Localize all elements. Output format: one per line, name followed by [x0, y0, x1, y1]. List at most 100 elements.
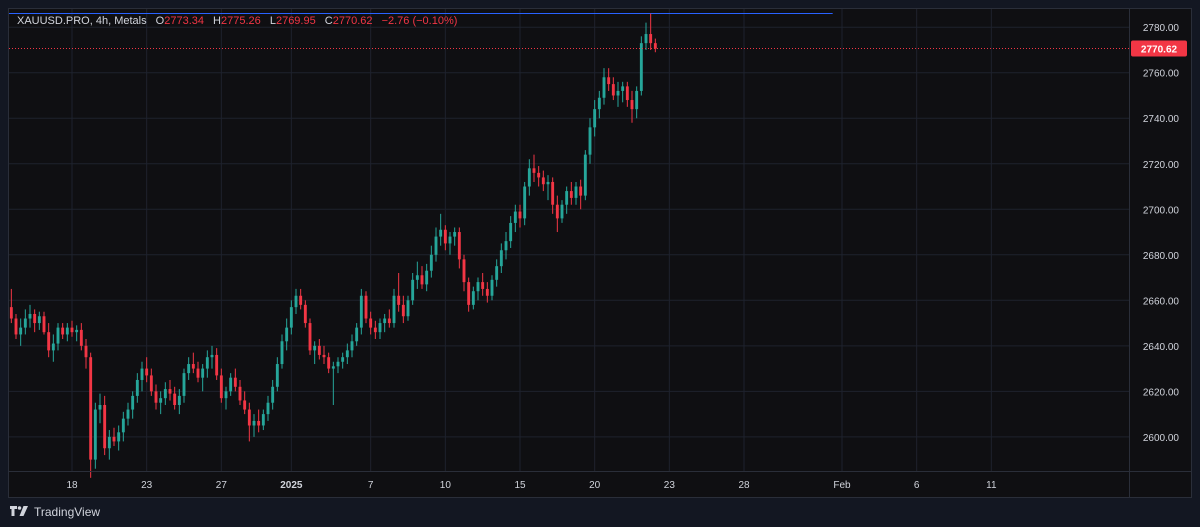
- tradingview-brand[interactable]: TradingView: [10, 505, 100, 519]
- candle[interactable]: [499, 243, 503, 273]
- candle[interactable]: [453, 227, 457, 246]
- candle[interactable]: [303, 300, 307, 328]
- candle[interactable]: [159, 391, 163, 415]
- candle[interactable]: [275, 357, 279, 392]
- candle[interactable]: [443, 225, 447, 251]
- candle[interactable]: [93, 402, 97, 469]
- candle[interactable]: [588, 118, 592, 164]
- candle[interactable]: [75, 325, 79, 342]
- candle[interactable]: [243, 391, 247, 415]
- candle[interactable]: [653, 38, 657, 53]
- candle[interactable]: [261, 409, 265, 431]
- candle[interactable]: [425, 263, 429, 292]
- candle[interactable]: [191, 352, 195, 374]
- candle[interactable]: [345, 343, 349, 365]
- candle[interactable]: [229, 373, 233, 396]
- candle[interactable]: [19, 318, 23, 346]
- candle[interactable]: [252, 414, 256, 437]
- candle[interactable]: [462, 254, 466, 292]
- candle[interactable]: [551, 177, 555, 214]
- candle[interactable]: [565, 186, 569, 214]
- candle[interactable]: [537, 166, 541, 187]
- candle[interactable]: [140, 361, 144, 392]
- candle[interactable]: [131, 391, 135, 419]
- candle[interactable]: [579, 179, 583, 210]
- candle[interactable]: [378, 318, 382, 339]
- candle[interactable]: [107, 430, 111, 460]
- candle[interactable]: [350, 334, 354, 358]
- candle[interactable]: [14, 313, 18, 339]
- candle[interactable]: [341, 352, 345, 369]
- candle[interactable]: [219, 368, 223, 403]
- candle[interactable]: [597, 90, 601, 119]
- candle[interactable]: [476, 277, 480, 301]
- candle[interactable]: [168, 379, 172, 401]
- candle[interactable]: [89, 352, 93, 478]
- candle[interactable]: [611, 77, 615, 101]
- candle[interactable]: [257, 409, 261, 433]
- candle[interactable]: [616, 81, 620, 107]
- candle[interactable]: [602, 68, 606, 105]
- candle[interactable]: [481, 273, 485, 296]
- candle[interactable]: [397, 273, 401, 312]
- candle[interactable]: [70, 320, 74, 337]
- candle[interactable]: [471, 286, 475, 310]
- candle[interactable]: [215, 348, 219, 380]
- candle[interactable]: [294, 288, 298, 314]
- candle[interactable]: [383, 313, 387, 333]
- candle[interactable]: [177, 389, 181, 415]
- price-chart[interactable]: 2600.00 2620.00 2640.00 2660.00 2680.00 2700.…: [9, 9, 1192, 498]
- candle[interactable]: [280, 334, 284, 369]
- candle[interactable]: [56, 323, 60, 351]
- candle[interactable]: [47, 323, 51, 358]
- candle[interactable]: [121, 411, 125, 442]
- candle[interactable]: [574, 181, 578, 205]
- candle[interactable]: [434, 227, 438, 262]
- candle[interactable]: [593, 100, 597, 137]
- candle[interactable]: [541, 170, 545, 192]
- candle[interactable]: [289, 300, 293, 335]
- candle[interactable]: [555, 195, 559, 233]
- candle[interactable]: [210, 345, 214, 369]
- candle[interactable]: [145, 357, 149, 383]
- candle[interactable]: [65, 323, 69, 342]
- candle[interactable]: [205, 350, 209, 378]
- candle[interactable]: [23, 309, 27, 335]
- candle[interactable]: [415, 261, 419, 289]
- candle[interactable]: [635, 86, 639, 119]
- candle[interactable]: [630, 90, 634, 123]
- candle[interactable]: [625, 81, 629, 107]
- candle[interactable]: [224, 386, 228, 410]
- candle[interactable]: [271, 379, 275, 410]
- candle[interactable]: [266, 395, 270, 421]
- candle[interactable]: [649, 13, 653, 50]
- candle[interactable]: [33, 309, 37, 333]
- candle[interactable]: [238, 379, 242, 405]
- candle[interactable]: [28, 304, 32, 328]
- candle[interactable]: [187, 357, 191, 380]
- candle[interactable]: [527, 159, 531, 196]
- candle[interactable]: [373, 320, 377, 339]
- candle[interactable]: [621, 81, 625, 103]
- candle[interactable]: [406, 295, 410, 321]
- candle[interactable]: [98, 393, 102, 424]
- candle[interactable]: [112, 427, 116, 446]
- candle[interactable]: [173, 386, 177, 410]
- candle[interactable]: [79, 323, 83, 351]
- candle[interactable]: [233, 368, 237, 392]
- candle[interactable]: [532, 154, 536, 182]
- candle[interactable]: [457, 227, 461, 269]
- candle[interactable]: [196, 361, 200, 383]
- candle[interactable]: [117, 425, 121, 451]
- candle[interactable]: [439, 213, 443, 246]
- candle[interactable]: [518, 204, 522, 228]
- candle[interactable]: [327, 352, 331, 374]
- candle[interactable]: [182, 368, 186, 403]
- candle[interactable]: [299, 288, 303, 310]
- symbol-title[interactable]: XAUUSD.PRO, 4h, Metals: [17, 15, 147, 27]
- candle[interactable]: [308, 318, 312, 355]
- candle[interactable]: [42, 311, 46, 335]
- candle[interactable]: [607, 68, 611, 91]
- candle[interactable]: [103, 395, 107, 456]
- candle[interactable]: [560, 200, 564, 223]
